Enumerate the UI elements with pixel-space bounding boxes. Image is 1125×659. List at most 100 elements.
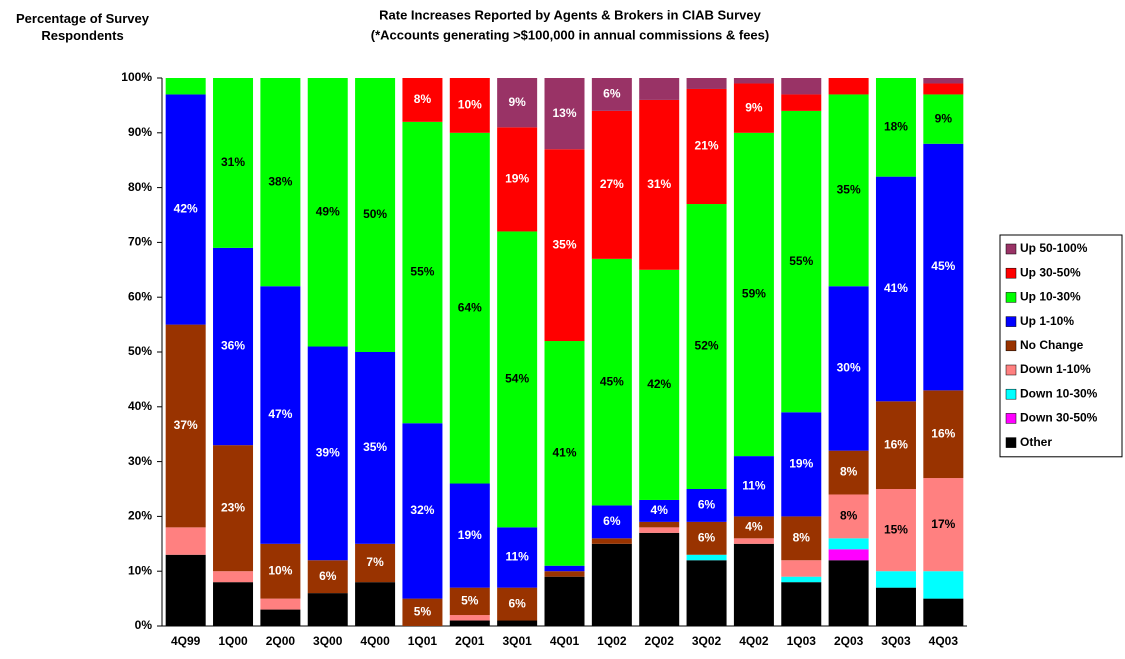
bar-segment <box>260 598 301 610</box>
x-tick-label: 3Q00 <box>313 634 343 648</box>
data-label: 50% <box>363 207 387 221</box>
bar-segment <box>923 390 964 479</box>
bar-segment <box>355 78 396 352</box>
legend-swatch <box>1005 267 1017 279</box>
data-label: 41% <box>884 281 908 295</box>
bar-segment <box>165 527 206 555</box>
bar-segment <box>497 231 538 528</box>
y-tick-label: 30% <box>128 454 152 468</box>
data-label: 35% <box>363 440 387 454</box>
data-label: 6% <box>603 514 621 528</box>
y-tick-label: 90% <box>128 125 152 139</box>
data-label: 64% <box>458 300 482 314</box>
x-tick-label: 4Q00 <box>360 634 390 648</box>
x-tick-label: 1Q00 <box>218 634 248 648</box>
bar-segment <box>449 615 490 621</box>
x-tick-label: 3Q02 <box>692 634 722 648</box>
bar-segment <box>213 571 254 583</box>
data-label: 5% <box>461 594 479 608</box>
bar-segment <box>828 560 869 626</box>
data-label: 11% <box>742 478 766 492</box>
bar-segment <box>497 78 538 128</box>
bar-segment <box>733 456 774 517</box>
legend-label: Other <box>1020 435 1052 449</box>
data-label: 45% <box>931 259 955 273</box>
legend-label: Up 1-10% <box>1020 314 1074 328</box>
x-tick-label: 2Q00 <box>266 634 296 648</box>
bar-segment <box>213 78 254 248</box>
data-label: 16% <box>931 426 955 440</box>
bar-segment <box>686 88 727 205</box>
bar-segment <box>355 543 396 583</box>
bar-segment <box>639 532 680 626</box>
data-label: 13% <box>552 106 576 120</box>
data-label: 4% <box>745 520 763 534</box>
bar-segment <box>781 582 822 626</box>
legend-label: Down 30-50% <box>1020 411 1098 425</box>
x-tick-label: 2Q02 <box>645 634 675 648</box>
data-label: 35% <box>837 183 861 197</box>
bar-segment <box>686 204 727 490</box>
y-axis-label: Percentage of Survey Respondents <box>16 11 149 43</box>
x-tick-label: 4Q03 <box>929 634 959 648</box>
legend-swatch <box>1005 364 1017 376</box>
x-tick-label: 3Q01 <box>502 634 532 648</box>
legend-swatch <box>1005 340 1017 352</box>
x-tick-label: 1Q03 <box>787 634 817 648</box>
data-label: 47% <box>268 407 292 421</box>
bar-segment <box>639 269 680 500</box>
legend-label: Up 30-50% <box>1020 265 1081 279</box>
data-label: 9% <box>745 100 763 114</box>
y-tick-label: 10% <box>128 563 152 577</box>
bar-segment <box>591 543 632 626</box>
bar-segment <box>449 587 490 616</box>
data-label: 31% <box>647 177 671 191</box>
bar-segment <box>686 489 727 522</box>
bar-segment <box>828 494 869 539</box>
y-tick-label: 70% <box>128 235 152 249</box>
y-tick-label: 20% <box>128 509 152 523</box>
bar-segment <box>355 352 396 544</box>
x-tick-label: 3Q03 <box>881 634 911 648</box>
data-label: 41% <box>552 446 576 460</box>
data-label: 42% <box>174 202 198 216</box>
bar-segment <box>923 143 964 391</box>
data-label: 49% <box>316 204 340 218</box>
bar-segment <box>260 609 301 626</box>
bar-segment <box>875 489 916 572</box>
bar-segment <box>497 587 538 621</box>
bar-segment <box>260 78 301 287</box>
bar-segment <box>497 620 538 626</box>
bar-segment <box>213 582 254 626</box>
data-label: 15% <box>884 522 908 536</box>
data-label: 21% <box>695 139 719 153</box>
bar-segment <box>639 78 680 100</box>
data-label: 27% <box>600 177 624 191</box>
bar-segment <box>686 554 727 561</box>
legend-label: Up 10-30% <box>1020 290 1081 304</box>
data-label: 52% <box>695 339 719 353</box>
bar-segment <box>402 78 443 122</box>
bar-segment <box>639 527 680 533</box>
bar-segment <box>213 445 254 572</box>
bar-segment <box>923 94 964 144</box>
x-tick-label: 2Q03 <box>834 634 864 648</box>
bar-segment <box>591 505 632 539</box>
x-tick-label: 4Q99 <box>171 634 201 648</box>
bar-segment <box>875 176 916 402</box>
bar-segment <box>781 560 822 577</box>
y-tick-label: 100% <box>121 70 152 84</box>
data-label: 45% <box>600 374 624 388</box>
data-label: 30% <box>837 361 861 375</box>
legend-label: Down 10-30% <box>1020 386 1098 400</box>
bar-segment <box>544 576 585 626</box>
bar-segment <box>307 560 348 594</box>
bar-segment <box>213 247 254 446</box>
legend-label: Down 1-10% <box>1020 362 1091 376</box>
bar-segment <box>875 571 916 588</box>
data-label: 8% <box>414 92 432 106</box>
bar-segment <box>781 94 822 111</box>
bar-segment <box>260 543 301 599</box>
data-label: 55% <box>410 265 434 279</box>
x-tick-label: 4Q01 <box>550 634 580 648</box>
